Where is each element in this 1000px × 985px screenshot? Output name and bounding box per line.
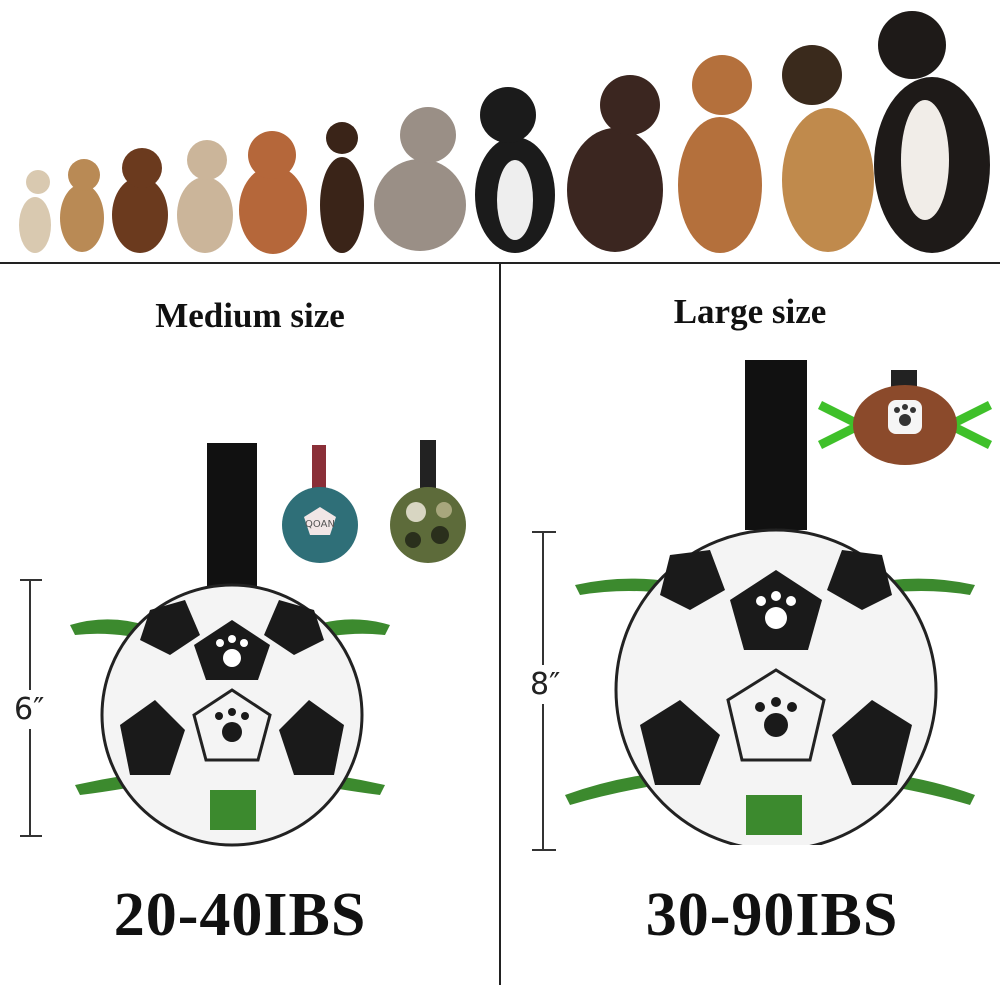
medium-weight-range: 20-40IBS	[113, 881, 367, 949]
medium-dimension-label: 6″	[14, 690, 45, 729]
dog-dachshund	[112, 148, 168, 253]
dog-pinscher	[320, 122, 364, 253]
vertical-divider	[499, 263, 501, 985]
large-size-title: Large size	[673, 292, 827, 331]
camo-variant-ball	[390, 440, 466, 563]
dog-labrador	[567, 75, 663, 252]
svg-text:QOAN: QOAN	[305, 519, 335, 530]
medium-soccer-ball	[70, 443, 390, 847]
strap	[207, 443, 257, 603]
dog-pug	[60, 159, 104, 252]
large-weight-range: 30-90IBS	[645, 881, 899, 949]
dog-bulldog	[374, 107, 466, 251]
dog-german-shepherd	[782, 45, 874, 252]
dog-spaniel	[239, 131, 307, 254]
large-dimension-label: 8″	[530, 665, 561, 704]
dog-vizsla	[678, 55, 762, 253]
dog-chihuahua	[19, 170, 51, 253]
dog-bernese	[874, 11, 990, 253]
medium-size-title: Medium size	[155, 296, 345, 335]
dog-border-collie	[475, 87, 555, 253]
large-soccer-ball	[565, 360, 975, 845]
strap	[745, 360, 807, 530]
football-variant	[817, 370, 993, 465]
teal-variant-ball: QOAN	[282, 445, 358, 563]
dog-french-bulldog	[177, 140, 233, 253]
dogs-size-banner	[19, 11, 990, 254]
